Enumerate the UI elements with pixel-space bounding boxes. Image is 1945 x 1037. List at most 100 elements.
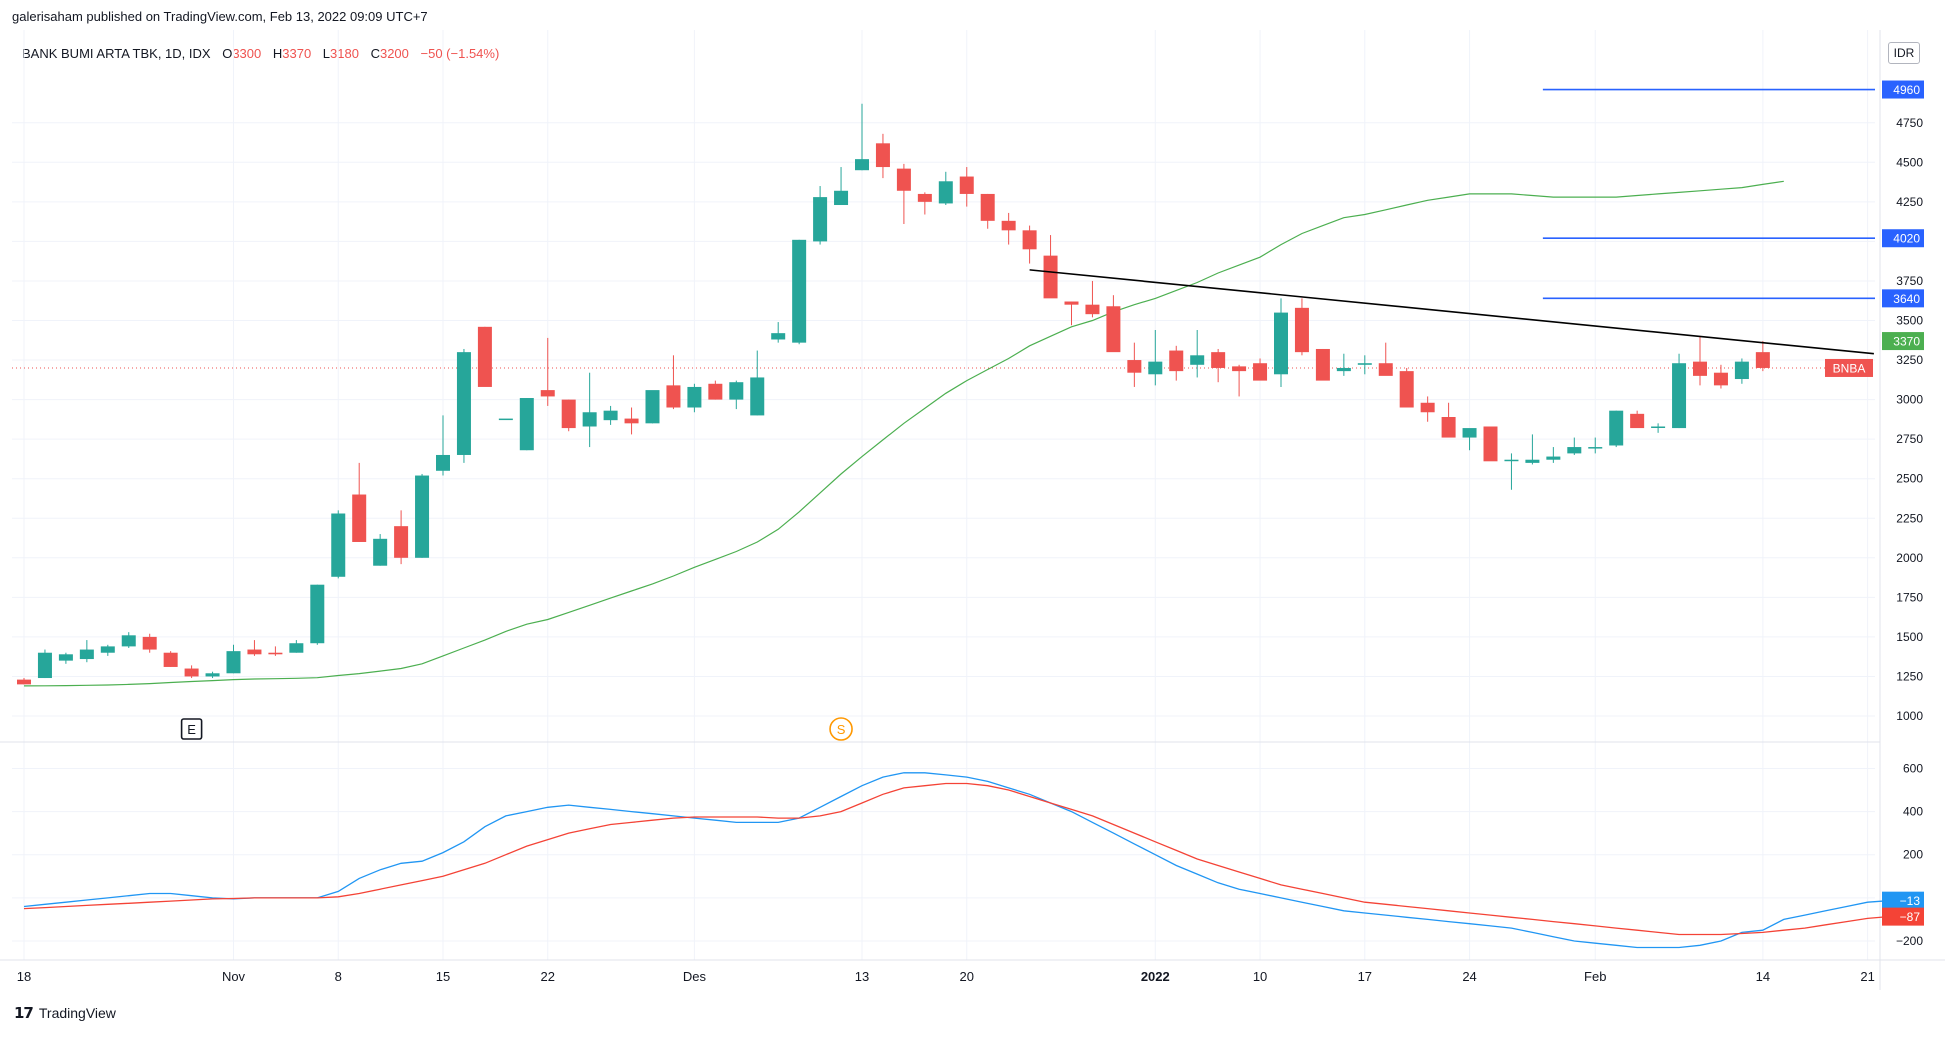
- candle-body: [624, 418, 639, 424]
- candle-body: [1001, 220, 1016, 231]
- time-tick-label: Nov: [222, 969, 246, 984]
- candle-body: [1672, 363, 1687, 429]
- candle-body: [1483, 426, 1498, 462]
- ma-price-badge-bg: [1882, 332, 1924, 351]
- candle-body: [980, 193, 995, 221]
- candle-body: [1336, 367, 1351, 372]
- candles: [17, 103, 1770, 685]
- candle-body: [1085, 304, 1100, 315]
- candle-body: [247, 649, 262, 655]
- tradingview-logo-icon: 17: [14, 1004, 34, 1022]
- candle-body: [561, 399, 576, 429]
- level-price-badge: 4960: [1893, 83, 1920, 97]
- time-tick-label: Des: [683, 969, 707, 984]
- candle-body: [1504, 459, 1519, 462]
- level-price-badge: 3640: [1893, 292, 1920, 306]
- candle-body: [498, 418, 513, 421]
- chart-canvas[interactable]: 1000 1250 1500 1750 2000 2250 2500 2750 3000 3250…: [0, 0, 1945, 1000]
- high-value: 3370: [282, 46, 312, 61]
- price-tick-label: 1750: [1896, 590, 1923, 604]
- candle-body: [205, 673, 220, 677]
- candle-body: [896, 168, 911, 191]
- candle-body: [1713, 372, 1728, 386]
- time-tick-label: 18: [17, 969, 31, 984]
- candle-body: [1755, 352, 1770, 368]
- ma-price-badge: 3370: [1893, 335, 1920, 349]
- candle-body: [1253, 363, 1268, 381]
- high-label: H: [272, 46, 283, 61]
- time-tick-label: 20: [960, 969, 974, 984]
- publisher-caption: galerisaham published on TradingView.com…: [12, 9, 428, 24]
- candle-body: [750, 377, 765, 416]
- price-tick-label: 1000: [1896, 709, 1923, 723]
- price-tick-label: 3750: [1896, 274, 1923, 288]
- time-tick-label: 14: [1756, 969, 1770, 984]
- candle-body: [331, 513, 346, 577]
- earnings-marker-icon: [180, 718, 203, 740]
- price-tick-label: 3250: [1896, 353, 1923, 367]
- candle-body: [540, 390, 555, 397]
- open-value: 3300: [232, 46, 262, 61]
- osc-tick-label: 400: [1903, 805, 1923, 819]
- candle-body: [37, 652, 52, 679]
- candle-body: [834, 190, 849, 206]
- candle-body: [1462, 428, 1477, 438]
- time-tick-label: 24: [1462, 969, 1476, 984]
- candle-body: [373, 538, 388, 566]
- close-label: C: [370, 46, 380, 61]
- candle-body: [184, 668, 199, 677]
- signal-value-badge: −87: [1900, 910, 1921, 924]
- candle-body: [603, 410, 618, 421]
- candle-body: [310, 584, 325, 644]
- candle-body: [1274, 312, 1288, 375]
- candle-body: [1169, 350, 1184, 372]
- candle-body: [645, 390, 660, 424]
- candle-body: [582, 412, 597, 427]
- macd-value-badge: −13: [1900, 894, 1921, 908]
- candle-body: [855, 159, 869, 171]
- candle-body: [456, 352, 471, 455]
- candle-body: [792, 239, 807, 343]
- candle-body: [289, 643, 304, 653]
- candle-body: [477, 326, 492, 387]
- candle-body: [917, 193, 932, 202]
- candle-body: [415, 475, 430, 558]
- time-tick-label: 2022: [1141, 969, 1170, 984]
- candle-body: [729, 382, 744, 400]
- level-price-badge-bg: [1882, 289, 1924, 308]
- tradingview-brand: 17 TradingView: [14, 1004, 116, 1022]
- candle-body: [666, 385, 681, 408]
- candle-body: [771, 333, 786, 340]
- candle-body: [813, 197, 828, 242]
- brand-name: TradingView: [38, 1005, 116, 1021]
- candle-body: [1420, 402, 1435, 413]
- osc-tick-label: 200: [1903, 848, 1923, 862]
- candle-body: [352, 494, 367, 542]
- price-tick-label: 3500: [1896, 314, 1923, 328]
- level-price-badge-bg: [1882, 80, 1924, 99]
- candle-body: [1043, 255, 1058, 299]
- candle-body: [708, 383, 723, 400]
- price-tick-label: 1250: [1896, 669, 1923, 683]
- split-marker-label: S: [837, 722, 846, 737]
- time-tick-label: 22: [541, 969, 555, 984]
- time-tick-label: 8: [335, 969, 342, 984]
- candle-body: [1064, 301, 1079, 305]
- candle-body: [1630, 413, 1645, 429]
- candle-body: [1232, 366, 1247, 372]
- candle-body: [1357, 363, 1372, 365]
- candle-body: [226, 651, 241, 674]
- candle-body: [959, 176, 974, 194]
- currency-button[interactable]: IDR: [1888, 42, 1920, 64]
- level-price-badge-bg: [1882, 229, 1924, 248]
- candle-body: [1148, 361, 1163, 375]
- candle-body: [1127, 360, 1142, 373]
- candle-body: [1294, 307, 1309, 353]
- symbol-tag-bg: [1825, 358, 1873, 377]
- symbol-title: BANK BUMI ARTA TBK, 1D, IDX: [22, 46, 211, 61]
- signal-value-badge-bg: [1882, 907, 1924, 926]
- candle-body: [1022, 230, 1037, 250]
- time-tick-label: 17: [1358, 969, 1372, 984]
- candle-body: [163, 652, 178, 667]
- time-axis: 18 Nov 8 15 22 Des 13 20 2022 10 17 24 Feb 14 21: [17, 969, 1875, 984]
